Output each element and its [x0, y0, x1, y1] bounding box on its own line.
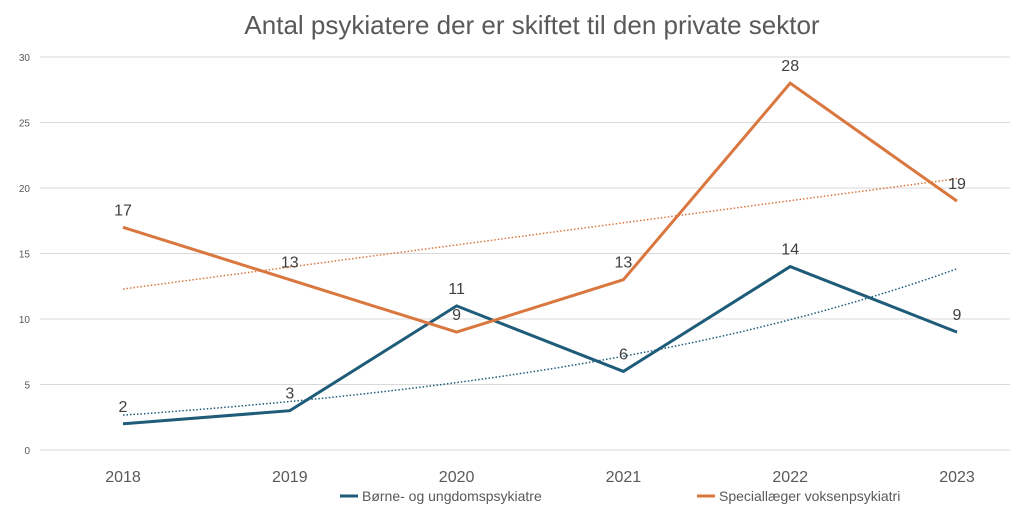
data-label: 14: [781, 242, 799, 259]
y-axis-ticks: 0 5 10 15 20 25 30: [19, 53, 31, 457]
y-tick-label: 30: [19, 53, 31, 64]
data-label: 9: [452, 307, 461, 324]
data-label: 19: [948, 176, 966, 193]
data-label: 6: [619, 346, 628, 363]
chart-title: Antal psykiatere der er skiftet til den …: [244, 10, 819, 40]
data-labels: 2 3 11 6 14 9 17 13 9 13 28 19: [114, 58, 966, 416]
y-tick-label: 15: [19, 250, 31, 261]
y-tick-label: 0: [24, 446, 30, 457]
x-tick-label: 2023: [939, 469, 975, 486]
y-tick-label: 25: [19, 119, 31, 130]
trendline-series-0: [122, 268, 958, 416]
x-axis-ticks: 2018 2019 2020 2021 2022 2023: [105, 469, 975, 486]
trendline-series-1: [122, 177, 958, 290]
x-tick-label: 2019: [272, 469, 308, 486]
series-lines: [122, 81, 958, 426]
legend-label-series-0: Børne- og ungdomspsykiatre: [362, 488, 542, 504]
legend-label-series-1: Speciallæger voksenpsykiatri: [719, 488, 900, 504]
data-label: 13: [281, 255, 299, 272]
x-tick-label: 2018: [105, 469, 141, 486]
trendlines: [122, 177, 958, 416]
data-label: 2: [119, 399, 128, 416]
y-tick-label: 10: [19, 315, 31, 326]
x-tick-label: 2022: [772, 469, 808, 486]
data-label: 3: [285, 386, 294, 403]
data-label: 9: [953, 307, 962, 324]
data-label: 13: [615, 255, 633, 272]
data-label: 28: [781, 58, 799, 75]
data-label: 11: [448, 281, 465, 298]
legend: Børne- og ungdomspsykiatre Speciallæger …: [340, 488, 900, 504]
data-label: 17: [114, 202, 132, 219]
y-tick-label: 5: [24, 381, 30, 392]
x-tick-label: 2021: [606, 469, 642, 486]
gridlines: [40, 56, 1010, 451]
x-tick-label: 2020: [439, 469, 475, 486]
series-line-1: [122, 81, 958, 334]
y-tick-label: 20: [19, 184, 31, 195]
series-line-0: [122, 264, 958, 426]
